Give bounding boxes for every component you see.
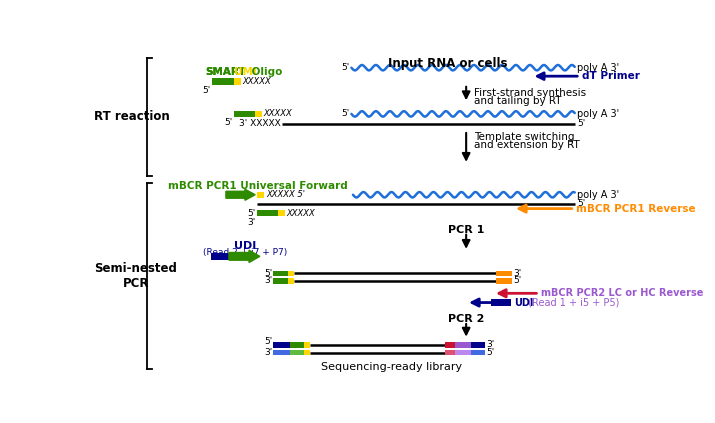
Bar [278,210,285,216]
Bar [445,350,455,355]
Text: Semi-nested
PCR: Semi-nested PCR [94,261,177,290]
Text: 5': 5' [264,269,272,278]
Bar [470,342,485,348]
Text: SMART: SMART [205,66,246,77]
Bar [304,350,310,355]
Text: and extension by RT: and extension by RT [474,140,580,150]
FancyArrow shape [226,189,255,201]
Bar [490,299,511,306]
Text: 3': 3' [486,341,495,349]
Text: mBCR PCR1 Reverse: mBCR PCR1 Reverse [576,203,696,214]
Text: 5': 5' [342,110,350,118]
Bar [496,278,512,284]
Bar [273,271,288,276]
Text: dT Primer: dT Primer [582,71,639,81]
Text: mBCR PCR2 LC or HC Reverse: mBCR PCR2 LC or HC Reverse [541,288,704,298]
Text: Sequencing-ready library: Sequencing-ready library [321,362,462,372]
Text: PCR 2: PCR 2 [448,314,484,324]
Text: poly A 3': poly A 3' [577,190,619,200]
Bar [288,271,295,276]
Bar [290,350,304,355]
Text: Template switching: Template switching [474,132,574,142]
Bar [470,350,485,355]
Text: Oligo: Oligo [248,66,282,77]
Bar [257,192,265,198]
Bar [273,278,288,284]
Text: XXXXX: XXXXX [264,110,292,118]
Bar [234,79,240,85]
Text: 5': 5' [513,277,521,286]
Text: 3': 3' [247,218,256,227]
Text: PCR 1: PCR 1 [448,225,484,235]
Text: 5': 5' [202,86,210,95]
Text: 5': 5' [577,119,586,129]
Text: 3' XXXXX: 3' XXXXX [239,119,280,129]
Text: First-strand synthesis: First-strand synthesis [474,88,586,98]
Text: poly A 3': poly A 3' [577,63,619,73]
Bar [255,111,262,117]
Text: (Read 2 + i7 + P7): (Read 2 + i7 + P7) [203,248,287,257]
Text: 5': 5' [577,200,586,209]
Text: XXXXX: XXXXX [242,77,271,86]
Bar [288,278,295,284]
Text: and tailing by RT: and tailing by RT [474,96,561,106]
Text: XXXXX: XXXXX [287,209,315,218]
Text: 5': 5' [264,337,272,346]
Text: 3': 3' [513,269,521,278]
Bar [455,342,470,348]
Bar [455,350,470,355]
Bar [210,253,229,260]
Text: SMART: SMART [205,66,246,77]
Bar [273,350,290,355]
Text: 5': 5' [224,118,232,127]
FancyArrow shape [229,250,260,263]
Bar [445,342,455,348]
Text: 5': 5' [247,209,256,218]
Bar [273,342,290,348]
Text: Input RNA or cells: Input RNA or cells [388,57,508,70]
Text: 3': 3' [264,348,272,357]
Bar [496,271,512,276]
Text: (Read 1 + i5 + P5): (Read 1 + i5 + P5) [526,297,620,308]
Text: 5': 5' [486,348,495,357]
Bar [304,342,310,348]
Bar [290,342,304,348]
Text: poly A 3': poly A 3' [577,109,619,119]
Text: UDI: UDI [234,241,256,250]
Text: RT reaction: RT reaction [94,110,170,124]
Bar [257,210,278,216]
Text: 5': 5' [342,63,350,72]
Text: mBCR PCR1 Universal Forward: mBCR PCR1 Universal Forward [168,181,348,191]
Text: UMI: UMI [235,66,257,77]
Bar [234,111,255,117]
Text: XXXXX 5': XXXXX 5' [266,190,305,199]
Text: 3': 3' [264,277,272,286]
Text: SMART: SMART [205,66,246,77]
Text: UDI: UDI [514,297,533,308]
Bar [212,79,234,85]
